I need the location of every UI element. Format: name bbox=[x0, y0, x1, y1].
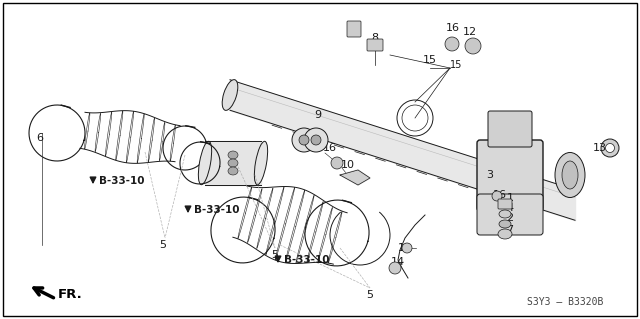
Text: 4: 4 bbox=[506, 203, 513, 213]
Text: B-33-10: B-33-10 bbox=[99, 176, 145, 186]
Text: 1: 1 bbox=[506, 193, 513, 203]
Ellipse shape bbox=[605, 144, 614, 152]
FancyBboxPatch shape bbox=[477, 194, 543, 235]
Circle shape bbox=[389, 262, 401, 274]
Text: 12: 12 bbox=[463, 27, 477, 37]
Text: 5: 5 bbox=[159, 240, 166, 250]
Text: 14: 14 bbox=[391, 257, 405, 267]
Circle shape bbox=[402, 243, 412, 253]
Ellipse shape bbox=[499, 220, 511, 228]
Circle shape bbox=[465, 38, 481, 54]
Ellipse shape bbox=[228, 167, 238, 175]
Text: B-33-10: B-33-10 bbox=[284, 255, 330, 265]
Text: 13: 13 bbox=[593, 143, 607, 153]
Text: 5: 5 bbox=[271, 250, 278, 260]
Ellipse shape bbox=[562, 161, 578, 189]
Ellipse shape bbox=[222, 80, 238, 110]
Circle shape bbox=[492, 191, 502, 201]
Text: 8: 8 bbox=[371, 33, 379, 43]
Text: 17: 17 bbox=[348, 23, 362, 33]
Ellipse shape bbox=[499, 210, 511, 218]
Ellipse shape bbox=[555, 152, 585, 197]
FancyBboxPatch shape bbox=[347, 21, 361, 37]
Text: B-33-10: B-33-10 bbox=[194, 205, 239, 215]
Text: FR.: FR. bbox=[58, 288, 83, 301]
Text: 9: 9 bbox=[314, 110, 321, 120]
Text: S3Y3 – B3320B: S3Y3 – B3320B bbox=[527, 297, 603, 307]
Ellipse shape bbox=[601, 139, 619, 157]
FancyBboxPatch shape bbox=[477, 140, 543, 211]
Ellipse shape bbox=[228, 159, 238, 167]
Circle shape bbox=[292, 128, 316, 152]
Text: 5: 5 bbox=[367, 290, 374, 300]
Text: 16: 16 bbox=[493, 190, 507, 200]
Text: 6: 6 bbox=[36, 133, 44, 143]
Ellipse shape bbox=[198, 141, 212, 185]
Circle shape bbox=[331, 157, 343, 169]
Circle shape bbox=[304, 128, 328, 152]
Text: 16: 16 bbox=[323, 143, 337, 153]
Text: 15: 15 bbox=[450, 60, 462, 70]
Text: 7: 7 bbox=[506, 225, 513, 235]
Text: 11: 11 bbox=[398, 243, 412, 253]
Polygon shape bbox=[340, 170, 370, 185]
Ellipse shape bbox=[254, 141, 268, 185]
Ellipse shape bbox=[498, 229, 512, 239]
Text: 16: 16 bbox=[446, 23, 460, 33]
Text: 10: 10 bbox=[341, 160, 355, 170]
Text: 15: 15 bbox=[423, 55, 437, 65]
FancyBboxPatch shape bbox=[498, 199, 512, 209]
Circle shape bbox=[445, 37, 459, 51]
Text: 3: 3 bbox=[486, 170, 493, 180]
Circle shape bbox=[299, 135, 309, 145]
Text: 2: 2 bbox=[506, 213, 513, 223]
Ellipse shape bbox=[228, 151, 238, 159]
Circle shape bbox=[311, 135, 321, 145]
FancyBboxPatch shape bbox=[367, 39, 383, 51]
FancyBboxPatch shape bbox=[488, 111, 532, 147]
